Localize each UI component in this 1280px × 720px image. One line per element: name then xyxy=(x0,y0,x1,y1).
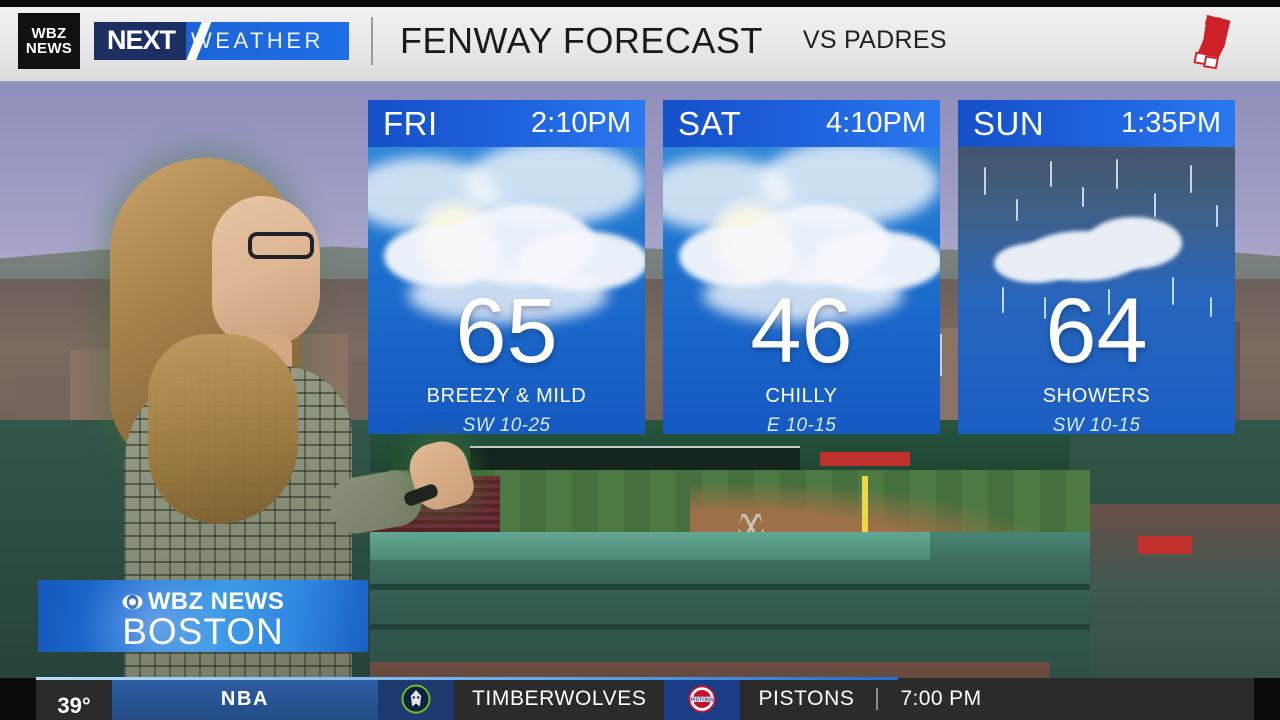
panel-time-label: 2:10PM xyxy=(531,107,631,139)
rain-drop-icon xyxy=(1172,277,1174,305)
panel-day-label: FRI xyxy=(383,104,438,142)
rain-drop-icon xyxy=(1050,161,1052,187)
red-sox-socks-icon xyxy=(1193,14,1231,70)
forecast-panel-sun[interactable]: SUN 1:35PM 64 SHOW xyxy=(958,100,1235,434)
rain-drop-icon xyxy=(1116,159,1118,189)
ticker-game-time: 7:00 PM xyxy=(882,678,1000,720)
panel-header: SAT 4:10PM xyxy=(663,100,940,147)
panel-day-label: SUN xyxy=(973,104,1045,142)
outfield-ad xyxy=(820,452,910,466)
cloud-icon xyxy=(703,267,903,323)
wbz-news-boston-lower-third: WBZ NEWS BOSTON xyxy=(38,580,368,652)
page-title: FENWAY FORECAST xyxy=(400,19,763,61)
header-divider xyxy=(371,16,373,65)
ticker-away-team[interactable]: TIMBERWOLVES xyxy=(454,678,665,720)
ticker-league-label[interactable]: NBA xyxy=(112,678,378,720)
broadcast-header: WBZ NEWS NEXT WEATHER FENWAY FORECAST VS… xyxy=(0,0,1280,84)
rain-drop-icon xyxy=(1016,199,1018,221)
outfield-ad xyxy=(1138,536,1192,554)
panel-day-label: SAT xyxy=(678,104,742,142)
ticker-left-cap xyxy=(0,678,36,720)
panel-time-label: 1:35PM xyxy=(1121,107,1221,139)
rain-drop-icon xyxy=(1190,165,1192,193)
panel-condition: SHOWERS xyxy=(1042,385,1151,407)
wbz-badge-line2: NEWS xyxy=(25,39,73,57)
rain-drop-icon xyxy=(1154,193,1156,217)
wbz-badge-line1: WBZ xyxy=(31,24,67,42)
meteorologist-presenter xyxy=(52,144,427,720)
ticker-filler xyxy=(999,678,1254,720)
grandstand-deck-rail xyxy=(370,584,1090,590)
next-weather-next-text: NEXT xyxy=(107,25,176,55)
sports-ticker: 39° NBA TIMBERWOLVES PISTONS PISTONS 7:0… xyxy=(0,678,1280,720)
svg-text:PISTONS: PISTONS xyxy=(691,697,714,703)
ticker-right-cap xyxy=(1254,678,1280,720)
timberwolves-logo-icon xyxy=(378,678,454,720)
fenway-forecast-panels: FRI 2:10PM 65 BREEZY & MILD SW 10-25 SAT… xyxy=(368,100,1235,434)
forecast-panel-fri[interactable]: FRI 2:10PM 65 BREEZY & MILD SW 10-25 xyxy=(368,100,645,434)
presenter-hair-front xyxy=(148,334,298,524)
grandstand-deck-rail xyxy=(370,624,1090,630)
presenter-face xyxy=(212,196,320,346)
panel-header: SUN 1:35PM xyxy=(958,100,1235,147)
rain-cloud-icon xyxy=(994,243,1076,283)
lower-third-line1-row: WBZ NEWS xyxy=(38,588,368,616)
ticker-temperature: 39° xyxy=(36,678,112,720)
rain-drop-icon xyxy=(1216,205,1218,227)
ticker-highlight-line xyxy=(36,677,898,680)
rain-drop-icon xyxy=(1044,297,1046,319)
pesky-pole xyxy=(862,476,868,568)
rain-drop-icon xyxy=(984,167,986,195)
pistons-logo-icon: PISTONS xyxy=(664,678,741,720)
panel-time-label: 4:10PM xyxy=(826,107,926,139)
lower-third-line2: BOSTON xyxy=(122,611,284,652)
panel-temperature: 64 xyxy=(1045,280,1148,382)
cloud-icon xyxy=(408,267,608,323)
panel-wind: E 10-15 xyxy=(766,415,837,434)
rain-drop-icon xyxy=(1082,187,1084,207)
cbs-eye-icon xyxy=(122,594,143,610)
panel-wind: SW 10-25 xyxy=(462,415,551,434)
panel-wind: SW 10-15 xyxy=(1052,415,1141,434)
next-weather-weather-text: WEATHER xyxy=(191,27,324,53)
wbz-news-badge: WBZ NEWS xyxy=(18,12,80,69)
panel-temperature: 65 xyxy=(455,280,558,382)
panel-body: 65 BREEZY & MILD SW 10-25 xyxy=(368,147,645,434)
ticker-separator xyxy=(872,678,883,720)
rain-drop-icon xyxy=(1210,297,1212,317)
panel-condition: CHILLY xyxy=(765,385,838,407)
panel-temperature: 46 xyxy=(750,280,853,382)
grandstand-roof xyxy=(370,532,930,560)
panel-body: 46 CHILLY E 10-15 xyxy=(663,147,940,434)
next-weather-logo: NEXT WEATHER xyxy=(94,21,349,60)
rain-drop-icon xyxy=(1108,289,1110,315)
ticker-home-team[interactable]: PISTONS xyxy=(740,678,873,720)
forecast-panel-sat[interactable]: SAT 4:10PM 46 CHILLY E 10-15 xyxy=(663,100,940,434)
manual-scoreboard xyxy=(470,446,800,472)
rain-drop-icon xyxy=(1002,287,1004,313)
panel-body: 64 SHOWERS SW 10-15 xyxy=(958,147,1235,434)
matchup-subtitle: VS PADRES xyxy=(802,26,947,54)
rain-cloud-icon xyxy=(1086,217,1182,269)
panel-condition: BREEZY & MILD xyxy=(426,385,587,407)
presenter-glasses-icon xyxy=(248,232,314,259)
panel-header: FRI 2:10PM xyxy=(368,100,645,147)
